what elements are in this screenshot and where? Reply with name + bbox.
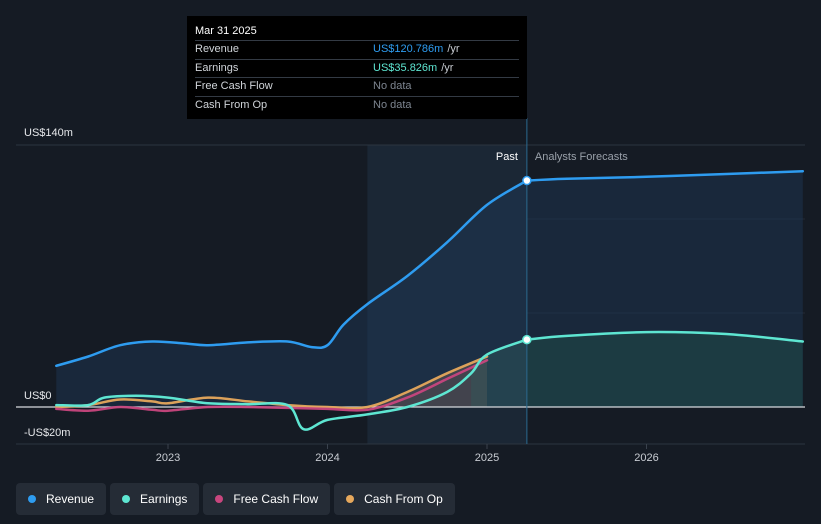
- y-axis-label-zero: US$0: [24, 390, 52, 402]
- legend-item-earnings[interactable]: Earnings: [110, 483, 200, 515]
- legend: Revenue Earnings Free Cash Flow Cash Fro…: [16, 483, 455, 515]
- tooltip-row-value: No data: [373, 98, 412, 111]
- legend-label: Revenue: [46, 492, 95, 506]
- free-cash-flow-line: [55, 358, 489, 413]
- y-axis-label-top: US$140m: [24, 127, 73, 139]
- tooltip-row-value: US$120.786m: [373, 43, 444, 55]
- earnings-line: [55, 338, 529, 431]
- legend-item-free-cash-flow[interactable]: Free Cash Flow: [203, 483, 331, 515]
- revenue-area: [56, 180, 527, 407]
- tooltip-row-value: No data: [373, 80, 412, 92]
- forecast-label: Analysts Forecasts: [535, 151, 628, 163]
- x-tick-label: 2024: [315, 452, 339, 464]
- tooltip-row-label: Revenue: [195, 43, 240, 55]
- legend-dot-icon: [215, 495, 224, 503]
- x-tick-label: 2023: [156, 452, 180, 464]
- tooltip: Mar 31 2025 Revenue US$120.786m /yr Earn…: [187, 16, 527, 119]
- past-label: Past: [496, 151, 518, 163]
- legend-label: Free Cash Flow: [233, 492, 319, 506]
- earnings-forecast-line: [525, 330, 805, 343]
- legend-item-revenue[interactable]: Revenue: [16, 483, 107, 515]
- legend-dot-icon: [122, 495, 131, 503]
- tooltip-row-unit: /yr: [441, 61, 454, 74]
- earnings-marker: [522, 334, 532, 345]
- tooltip-date: Mar 31 2025: [195, 25, 257, 37]
- cash-from-op-line: [55, 355, 489, 410]
- tooltip-row-unit: /yr: [447, 43, 460, 55]
- legend-dot-icon: [28, 495, 36, 503]
- x-tick-label: 2025: [475, 452, 499, 464]
- tooltip-row-cash-from-op: Cash From Op No data: [195, 95, 519, 115]
- revenue-marker: [522, 175, 532, 186]
- tooltip-row-earnings: Earnings US$35.826m /yr: [195, 58, 519, 78]
- legend-label: Earnings: [140, 492, 188, 506]
- chart: US$140m US$0 -US$20m Past Analysts Forec…: [16, 118, 805, 464]
- revenue-forecast-line: [525, 169, 805, 182]
- legend-item-cash-from-op[interactable]: Cash From Op: [334, 483, 455, 515]
- tooltip-row-label: Free Cash Flow: [195, 80, 273, 92]
- y-axis-label-bottom: -US$20m: [24, 427, 70, 439]
- x-tick-label: 2026: [634, 452, 658, 464]
- tooltip-row-label: Cash From Op: [195, 98, 268, 111]
- tooltip-row-revenue: Revenue US$120.786m /yr: [195, 40, 519, 59]
- revenue-line: [55, 179, 529, 368]
- earnings-forecast-area: [526, 332, 803, 407]
- legend-dot-icon: [346, 495, 355, 503]
- tooltip-row-free-cash-flow: Free Cash Flow No data: [195, 77, 519, 96]
- tooltip-row-label: Earnings: [195, 61, 239, 74]
- legend-label: Cash From Op: [364, 492, 443, 506]
- tooltip-row-value: US$35.826m: [373, 61, 438, 74]
